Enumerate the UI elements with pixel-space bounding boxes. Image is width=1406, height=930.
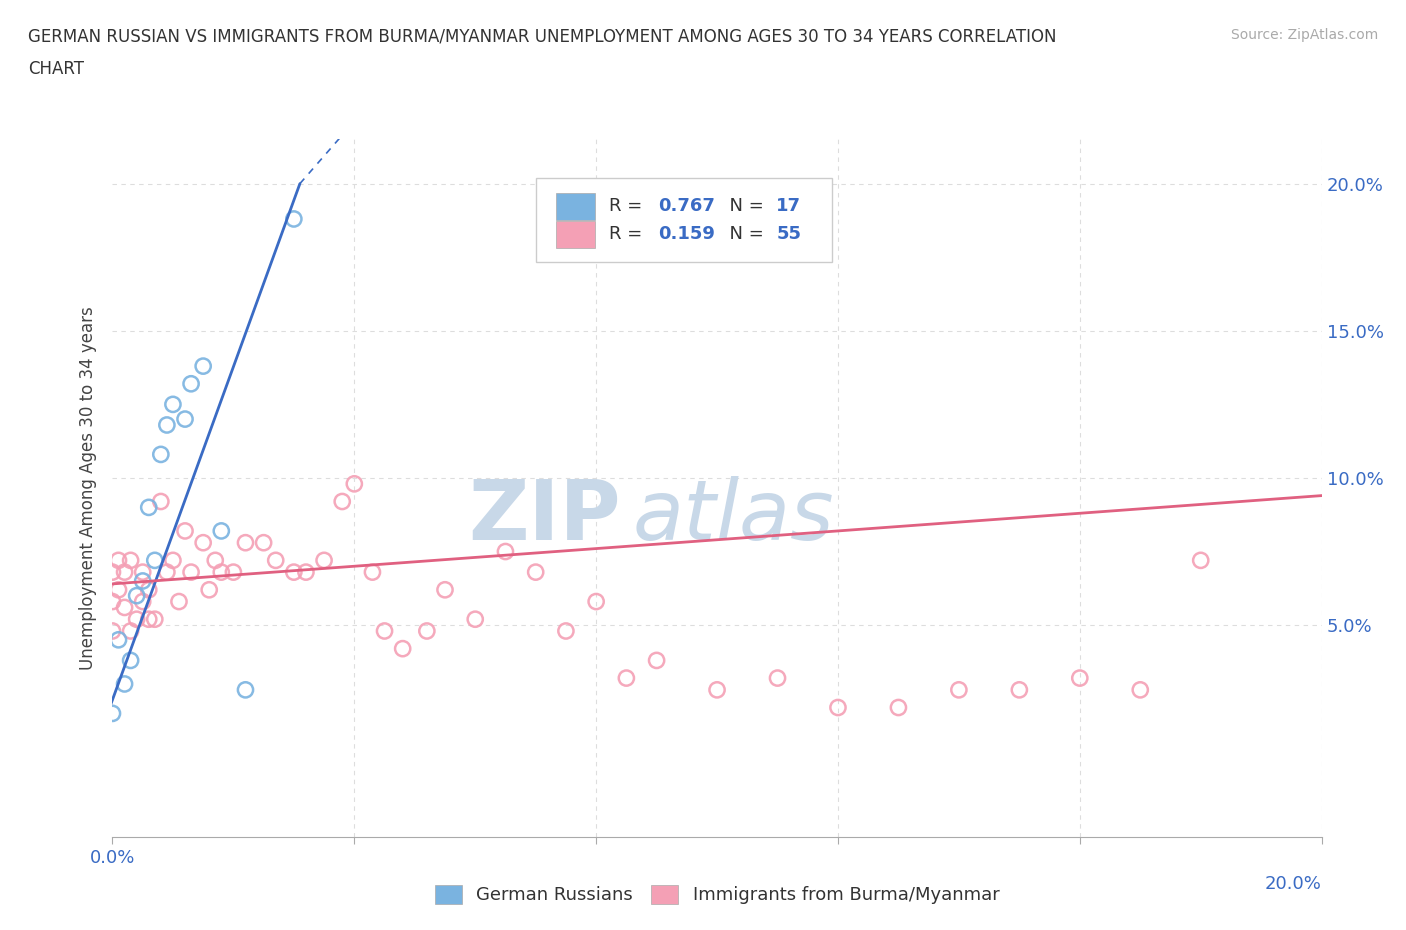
Point: [464, 612, 486, 627]
Text: 0.159: 0.159: [658, 225, 714, 244]
Point: [162, 397, 184, 412]
Point: [191, 536, 214, 551]
Point: [191, 359, 214, 374]
Text: N =: N =: [718, 197, 769, 216]
Point: [235, 683, 257, 698]
Point: [174, 524, 197, 538]
Point: [149, 494, 172, 509]
Point: [1129, 683, 1152, 698]
Point: [138, 612, 160, 627]
Point: [156, 565, 179, 579]
Point: [766, 671, 789, 685]
Point: [209, 524, 232, 538]
Point: [138, 500, 160, 515]
Point: [1008, 683, 1031, 698]
Point: [330, 494, 353, 509]
Point: [295, 565, 318, 579]
Point: [180, 377, 202, 392]
Point: [391, 641, 413, 656]
Point: [114, 676, 136, 691]
Point: [264, 553, 287, 568]
Point: [167, 594, 190, 609]
FancyBboxPatch shape: [536, 178, 832, 261]
Y-axis label: Unemployment Among Ages 30 to 34 years: Unemployment Among Ages 30 to 34 years: [79, 306, 97, 671]
Point: [283, 565, 305, 579]
Point: [143, 553, 166, 568]
Point: [948, 683, 970, 698]
Point: [1189, 553, 1212, 568]
Point: [138, 582, 160, 597]
Point: [314, 553, 336, 568]
Text: GERMAN RUSSIAN VS IMMIGRANTS FROM BURMA/MYANMAR UNEMPLOYMENT AMONG AGES 30 TO 34: GERMAN RUSSIAN VS IMMIGRANTS FROM BURMA/…: [28, 28, 1057, 46]
Point: [107, 553, 129, 568]
Point: [343, 476, 366, 491]
Point: [120, 623, 142, 638]
Text: 55: 55: [776, 225, 801, 244]
Point: [706, 683, 728, 698]
Text: R =: R =: [609, 197, 648, 216]
Point: [554, 623, 576, 638]
Point: [156, 418, 179, 432]
Point: [416, 623, 439, 638]
Text: ZIP: ZIP: [468, 475, 620, 557]
Point: [361, 565, 384, 579]
FancyBboxPatch shape: [557, 193, 595, 219]
Point: [374, 623, 396, 638]
Point: [253, 536, 276, 551]
Point: [114, 565, 136, 579]
Point: [495, 544, 517, 559]
Point: [125, 612, 148, 627]
Point: [585, 594, 607, 609]
Point: [645, 653, 668, 668]
Point: [120, 653, 142, 668]
Point: [120, 553, 142, 568]
Text: 17: 17: [776, 197, 801, 216]
Point: [204, 553, 226, 568]
Text: 0.767: 0.767: [658, 197, 714, 216]
Point: [125, 589, 148, 604]
Text: Source: ZipAtlas.com: Source: ZipAtlas.com: [1230, 28, 1378, 42]
Text: 20.0%: 20.0%: [1265, 875, 1322, 894]
Point: [887, 700, 910, 715]
Point: [132, 565, 155, 579]
Point: [524, 565, 547, 579]
Legend: German Russians, Immigrants from Burma/Myanmar: German Russians, Immigrants from Burma/M…: [427, 878, 1007, 911]
Point: [101, 623, 124, 638]
Point: [180, 565, 202, 579]
Point: [101, 565, 124, 579]
Point: [107, 582, 129, 597]
Point: [222, 565, 245, 579]
Point: [827, 700, 849, 715]
Point: [132, 594, 155, 609]
Point: [209, 565, 232, 579]
Point: [114, 600, 136, 615]
Point: [101, 594, 124, 609]
Point: [433, 582, 456, 597]
Point: [101, 706, 124, 721]
Point: [616, 671, 638, 685]
Text: atlas: atlas: [633, 475, 834, 557]
Point: [198, 582, 221, 597]
Point: [235, 536, 257, 551]
Point: [132, 574, 155, 589]
Point: [174, 412, 197, 427]
FancyBboxPatch shape: [557, 221, 595, 247]
Point: [162, 553, 184, 568]
Point: [1069, 671, 1091, 685]
Point: [149, 447, 172, 462]
Point: [283, 211, 305, 226]
Point: [143, 612, 166, 627]
Text: N =: N =: [718, 225, 769, 244]
Text: R =: R =: [609, 225, 648, 244]
Point: [107, 632, 129, 647]
Text: CHART: CHART: [28, 60, 84, 78]
